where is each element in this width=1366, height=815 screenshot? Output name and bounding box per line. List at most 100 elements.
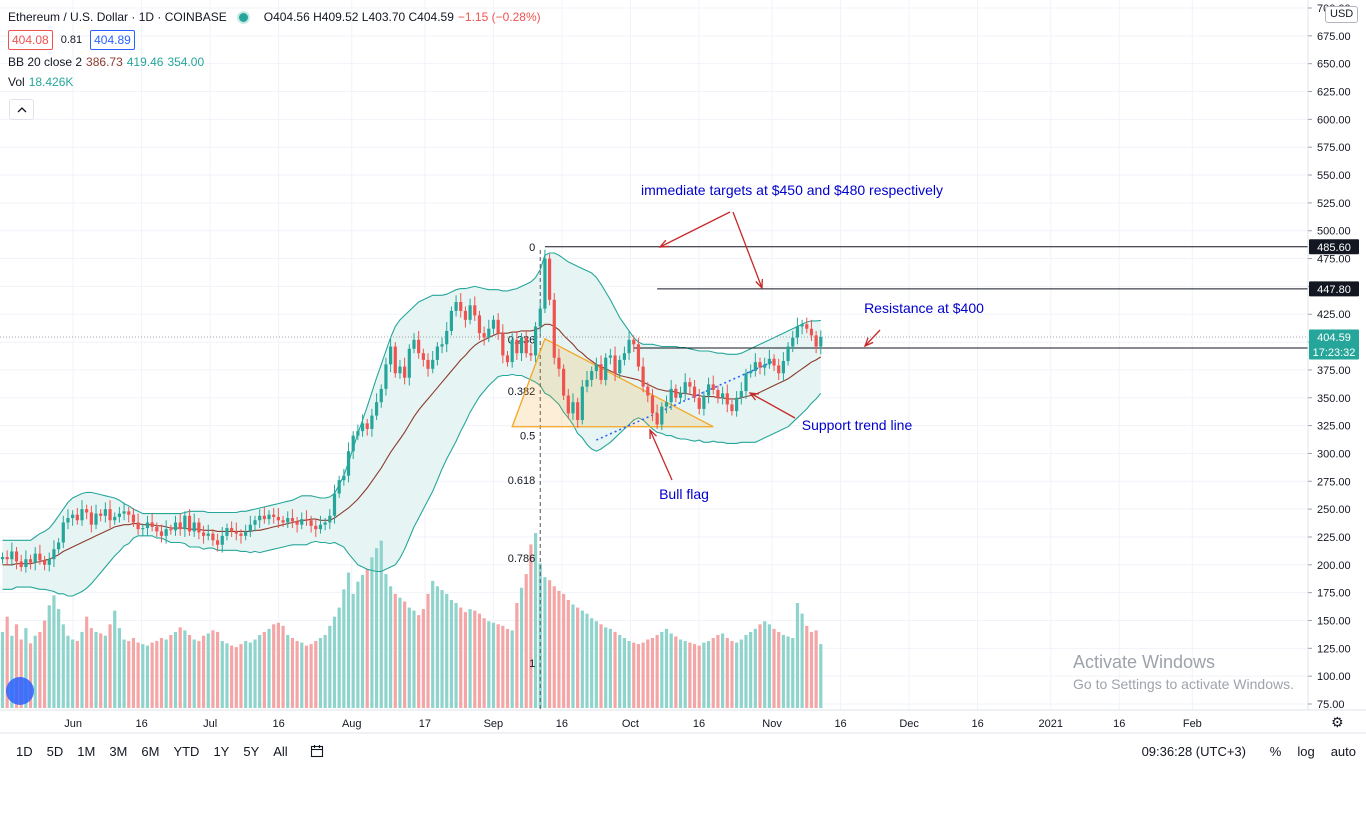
- candle-body: [379, 388, 383, 403]
- candle-body: [14, 551, 19, 562]
- candle: [655, 404, 659, 429]
- candle: [85, 504, 89, 520]
- candle-body: [197, 522, 201, 533]
- volume-bar: [781, 634, 785, 708]
- volume-bar: [286, 634, 290, 708]
- volume-bar: [683, 641, 687, 708]
- timeframe-3m[interactable]: 3M: [109, 743, 128, 759]
- candle-body: [510, 339, 514, 363]
- price-tick-label: 325.00: [1317, 421, 1351, 433]
- candle: [365, 418, 369, 436]
- price-tick-label: 300.00: [1317, 448, 1351, 460]
- volume-legend[interactable]: Vol 18.426K: [8, 72, 541, 92]
- volume-bar: [314, 641, 318, 708]
- volume-bar: [80, 631, 84, 708]
- candle-body: [632, 339, 636, 345]
- candle-body: [342, 475, 346, 481]
- bollinger-legend[interactable]: BB 20 close 2 386.73 419.46 354.00: [8, 52, 541, 72]
- volume-bar: [749, 631, 753, 708]
- volume-bar: [141, 644, 145, 708]
- candle-body: [749, 371, 753, 374]
- time-tick-label: 16: [273, 718, 285, 730]
- candle-body: [141, 528, 145, 530]
- time-tick-label: Oct: [622, 718, 639, 730]
- currency-badge[interactable]: USD: [1325, 6, 1359, 23]
- candle: [688, 377, 692, 395]
- candle: [108, 500, 112, 529]
- candle: [178, 513, 182, 536]
- collapse-legend-button[interactable]: [9, 99, 34, 120]
- volume-bar: [5, 616, 9, 708]
- sell-price-button[interactable]: 404.08: [8, 30, 53, 50]
- candle: [431, 350, 435, 374]
- volume-bar: [501, 625, 505, 708]
- candle: [314, 519, 318, 537]
- candle: [262, 506, 266, 524]
- candle-body: [491, 319, 496, 329]
- arrow-to-trendline: [749, 392, 796, 419]
- candle-body: [407, 348, 411, 378]
- timeframe-5y[interactable]: 5Y: [243, 743, 260, 759]
- volume-bar: [103, 635, 107, 708]
- percent-scale-toggle[interactable]: %: [1269, 743, 1282, 759]
- timeframe-ytd[interactable]: YTD: [173, 743, 200, 759]
- volume-bar: [426, 593, 430, 708]
- candle: [678, 386, 683, 404]
- volume-bar: [10, 635, 14, 708]
- candle: [117, 506, 121, 523]
- volume-bar: [398, 597, 402, 708]
- candle: [636, 337, 641, 372]
- candle-body: [674, 388, 678, 398]
- auto-scale-toggle[interactable]: auto: [1330, 743, 1356, 759]
- volume-bar: [28, 643, 33, 708]
- clock-display[interactable]: 09:36:28 (UTC+3): [1141, 743, 1246, 759]
- arrow-to-bull-flag-head: [649, 428, 657, 440]
- timeframe-5d[interactable]: 5D: [46, 743, 64, 759]
- candle-body: [192, 522, 196, 532]
- calendar-range-icon[interactable]: [310, 744, 324, 758]
- candle: [141, 523, 145, 536]
- volume-bar: [360, 574, 365, 708]
- volume-bar: [33, 635, 37, 708]
- volume-bar: [613, 631, 617, 708]
- market-status-icon: [236, 10, 250, 24]
- timeframe-1y[interactable]: 1Y: [213, 743, 230, 759]
- volume-bar: [370, 557, 374, 708]
- spread-value: 0.81: [60, 34, 83, 46]
- volume-bar: [192, 639, 196, 708]
- candle: [781, 352, 785, 382]
- candle: [459, 293, 463, 318]
- volume-bar: [215, 631, 220, 708]
- volume-bar: [529, 544, 533, 708]
- volume-bar: [618, 634, 622, 708]
- candle: [496, 313, 500, 340]
- volume-bar: [655, 634, 659, 708]
- timeframe-1d[interactable]: 1D: [16, 743, 33, 759]
- candle: [47, 552, 51, 572]
- candle: [618, 355, 622, 378]
- candle: [543, 249, 547, 314]
- symbol-title[interactable]: Ethereum / U.S. Dollar · 1D · COINBASE: [8, 10, 227, 24]
- candle-body: [318, 524, 323, 530]
- candle-body: [117, 513, 121, 517]
- candle-body: [697, 397, 701, 409]
- candle: [286, 511, 290, 529]
- volume-bar: [225, 643, 229, 708]
- timeframe-all[interactable]: All: [273, 743, 288, 759]
- candle-body: [178, 522, 182, 530]
- volume-bar: [66, 635, 70, 708]
- buy-price-button[interactable]: 404.89: [90, 30, 135, 50]
- gear-icon[interactable]: ⚙: [1331, 714, 1344, 730]
- candle: [295, 516, 299, 533]
- timeframe-1m[interactable]: 1M: [77, 743, 96, 759]
- volume-bar: [407, 607, 411, 708]
- candle: [155, 522, 159, 537]
- time-tick-label: 16: [834, 718, 846, 730]
- candle: [547, 254, 552, 306]
- log-scale-toggle[interactable]: log: [1297, 743, 1315, 759]
- volume-bar: [253, 639, 257, 708]
- time-tick-label: 16: [693, 718, 705, 730]
- timeframe-6m[interactable]: 6M: [141, 743, 160, 759]
- candle-body: [286, 518, 290, 523]
